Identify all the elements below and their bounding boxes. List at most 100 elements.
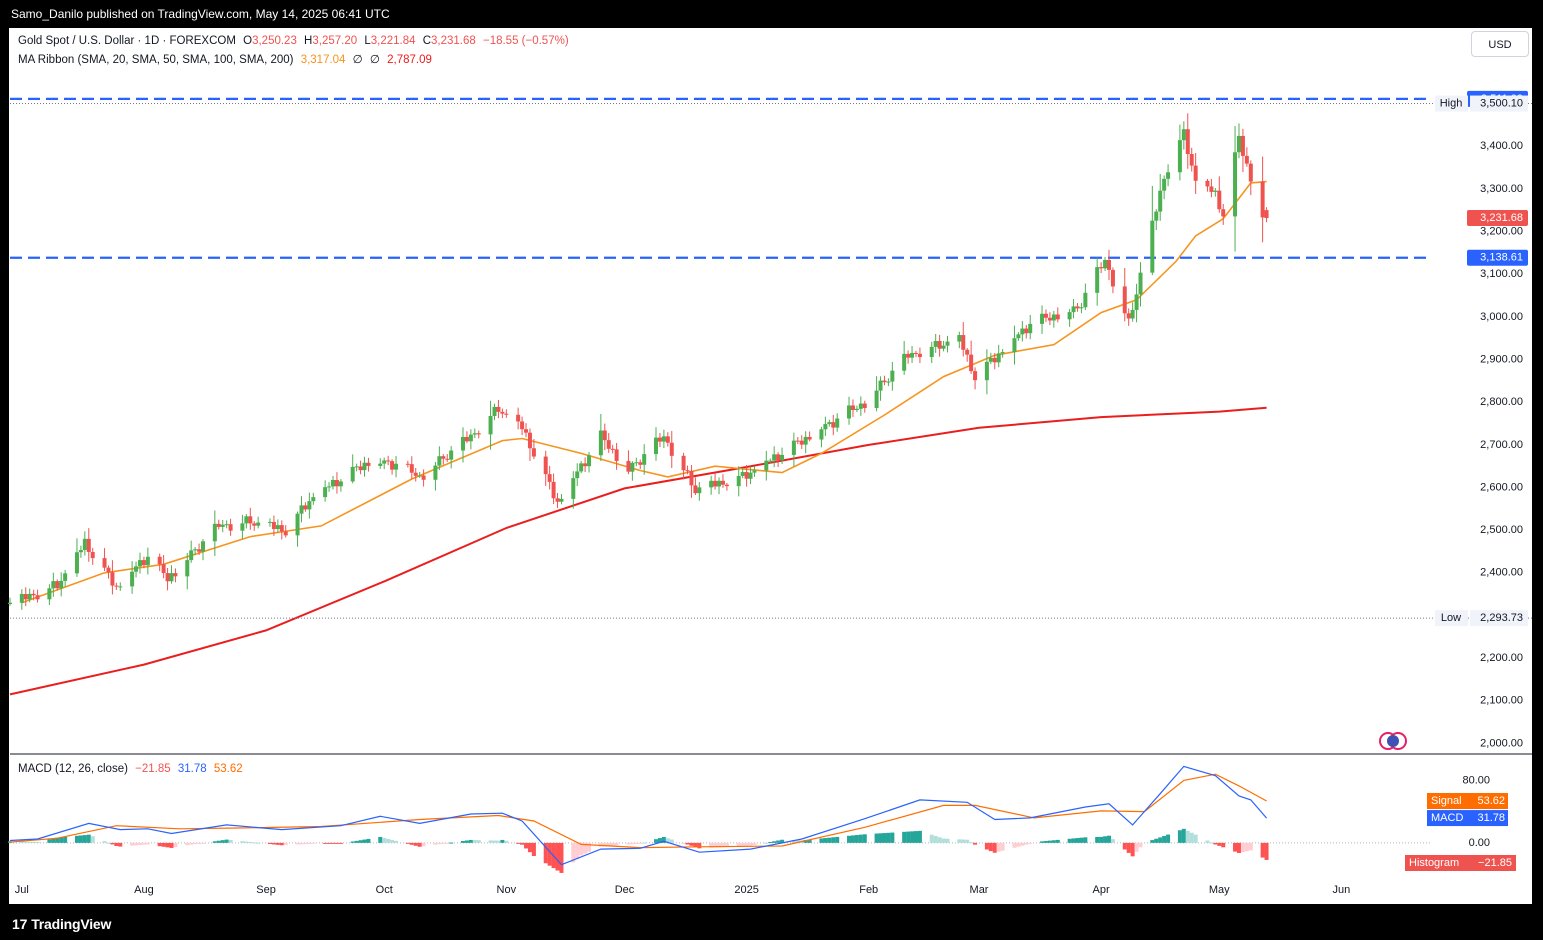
candle-body (1075, 306, 1080, 309)
macd-histogram-bar (748, 842, 753, 846)
high-low-tag: Low (1441, 612, 1461, 624)
time-axis-label: Jul (15, 884, 29, 896)
macd-histogram-bar (937, 837, 942, 843)
candle-body (996, 353, 1001, 363)
candle-body (772, 454, 777, 461)
candle-body (303, 505, 308, 510)
candle-body (1209, 186, 1214, 192)
macd-histogram-bar (1248, 842, 1253, 851)
macd-histogram-bar (642, 842, 647, 844)
macd-histogram-bar (984, 842, 989, 850)
candle-body (1067, 312, 1072, 320)
candle-body (606, 440, 611, 449)
macd-histogram-bar (354, 840, 359, 843)
macd-histogram-bar (267, 842, 272, 845)
macd-histogram-bar (350, 841, 355, 843)
price-axis-label: 3,400.00 (1480, 140, 1523, 152)
macd-histogram-bar (417, 842, 422, 847)
currency-button[interactable]: USD (1471, 31, 1529, 57)
macd-histogram-bar (464, 840, 469, 843)
candle-body (27, 593, 32, 600)
macd-histogram-bar (31, 841, 36, 843)
macd-histogram-bar (823, 838, 828, 843)
candle-body (587, 455, 592, 467)
macd-histogram-bar (587, 842, 592, 852)
candle-body (1236, 135, 1241, 153)
macd-histogram-bar (472, 840, 477, 843)
open-value: 3,250.23 (252, 35, 297, 47)
macd-histogram-bar (197, 842, 202, 844)
candle-body (413, 472, 418, 476)
time-axis-label: Dec (615, 884, 635, 896)
tradingview-logo[interactable]: 17 TradingView (12, 916, 111, 932)
candle-body (110, 572, 115, 586)
candle-body (1079, 307, 1084, 309)
macd-histogram-bar (1260, 842, 1265, 858)
candle-body (350, 466, 355, 482)
macd-histogram-bar (516, 842, 521, 844)
chart-frame[interactable] (9, 28, 1532, 904)
macd-histogram-bar (965, 839, 970, 843)
macd-histogram-bar (433, 842, 438, 845)
candle-body (736, 475, 741, 487)
candle-body (724, 484, 729, 487)
candle-body (858, 403, 863, 409)
high-value: 3,257.20 (312, 35, 358, 47)
macd-histogram-bar (86, 834, 91, 843)
macd-hist-value: −21.85 (135, 763, 171, 775)
candle-body (106, 567, 111, 573)
candle-body (917, 353, 922, 358)
candle-body (417, 475, 422, 477)
candle-body (1248, 163, 1253, 182)
macd-histogram-bar (496, 840, 501, 843)
macd-histogram-bar (449, 842, 454, 844)
macd-histogram-bar (724, 842, 729, 847)
candle-body (941, 345, 946, 349)
macd-histogram-bar (1177, 830, 1182, 843)
macd-histogram-bar (460, 840, 465, 843)
ma-ribbon-label[interactable]: MA Ribbon (SMA, 20, SMA, 50, SMA, 100, S… (18, 54, 294, 66)
candle-body (579, 463, 584, 472)
candle-body (248, 516, 253, 524)
macd-histogram-bar (476, 840, 481, 843)
macd-histogram-bar (1067, 838, 1072, 843)
macd-histogram-bar (137, 842, 142, 846)
macd-histogram-bar (929, 834, 934, 843)
macd-histogram-bar (527, 842, 532, 853)
candle-body (776, 454, 781, 461)
macd-label[interactable]: MACD (12, 26, close) (18, 763, 128, 775)
macd-histogram-bar (252, 842, 257, 844)
price-axis-label: 2,400.00 (1480, 567, 1523, 579)
macd-histogram-bar (327, 842, 332, 844)
candle-body (965, 349, 970, 355)
high-low-price-bg (1470, 610, 1528, 627)
last-price-tag (1467, 210, 1528, 227)
macd-histogram-bar (1233, 842, 1238, 852)
macd-histogram-bar (299, 842, 304, 845)
macd-histogram-bar (1095, 836, 1100, 843)
candle-body (1040, 313, 1045, 324)
candle-body (492, 406, 497, 416)
candle-body (1051, 314, 1056, 321)
candle-body (1193, 165, 1198, 181)
macd-histogram-bar (169, 842, 174, 848)
price-axis-label: 2,700.00 (1480, 439, 1523, 451)
macd-axis-label: 0.00 (1469, 837, 1490, 849)
candle-body (130, 571, 135, 587)
price-axis-label: 2,000.00 (1480, 737, 1523, 749)
candle-body (334, 480, 339, 487)
price-axis-label: 2,900.00 (1480, 353, 1523, 365)
candle-body (47, 588, 52, 600)
macd-histogram-bar (713, 842, 718, 848)
close-label: C (422, 35, 432, 47)
macd-line (9, 765, 1268, 866)
candle-body (626, 460, 631, 472)
candle-body (1240, 135, 1245, 156)
symbol-name[interactable]: Gold Spot / U.S. Dollar · 1D · FOREXCOM (18, 35, 236, 47)
candle-body (657, 437, 662, 442)
macd-histogram-bar (102, 841, 107, 843)
macd-histogram-bar (795, 840, 800, 843)
candle-body (961, 335, 966, 350)
flag-icon[interactable] (1378, 731, 1408, 751)
